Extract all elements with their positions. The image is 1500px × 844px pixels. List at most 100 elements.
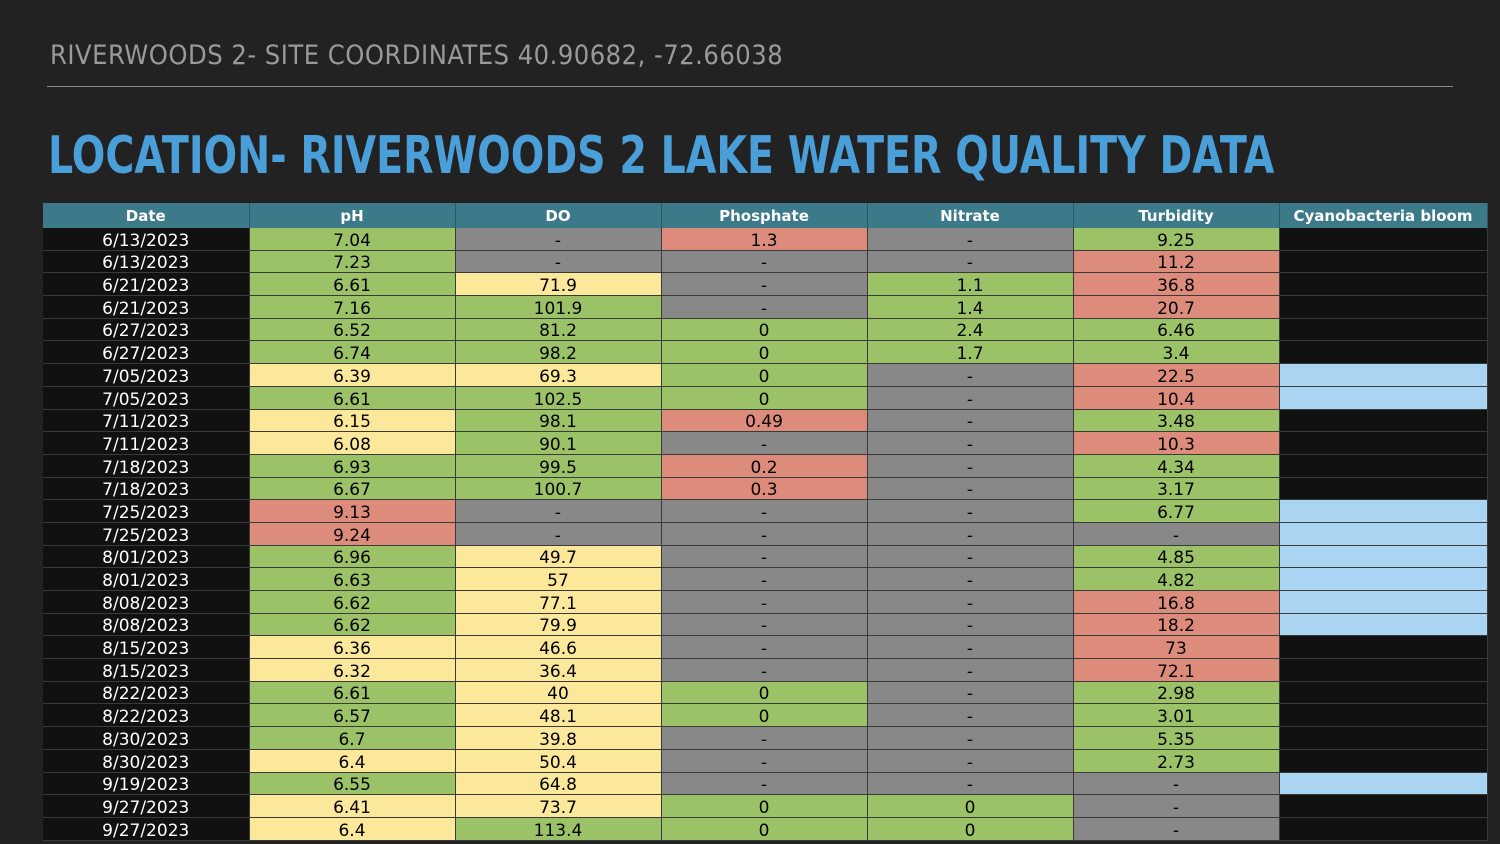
- do-cell: 49.7: [455, 545, 662, 569]
- cyanobacteria-cell: [1279, 794, 1488, 818]
- phosphate-cell: -: [661, 295, 868, 319]
- phosphate-cell: -: [661, 635, 868, 660]
- nitrate-cell: -: [867, 681, 1074, 705]
- do-cell: 81.2: [455, 318, 662, 342]
- phosphate-cell: -: [661, 272, 868, 297]
- water-quality-table: Date pH DO Phosphate Nitrate Turbidity C…: [43, 203, 1488, 841]
- table-row: 9/27/2023 6.41 73.7 0 0-: [43, 794, 1488, 818]
- date-cell: 8/01/2023: [43, 567, 250, 591]
- date-cell: 7/18/2023: [43, 454, 250, 478]
- date-cell: 6/21/2023: [43, 295, 250, 319]
- turbidity-cell: 2.98: [1073, 681, 1280, 705]
- table-row: 7/18/2023 6.67 100.7 0.3-3.17: [43, 477, 1488, 501]
- header-divider: [47, 86, 1453, 87]
- date-cell: 6/13/2023: [43, 228, 250, 251]
- site-coordinates-heading: RIVERWOODS 2- SITE COORDINATES 40.90682,…: [50, 40, 784, 71]
- ph-cell: 6.4: [249, 749, 456, 773]
- nitrate-cell: -: [867, 749, 1074, 773]
- turbidity-cell: -: [1073, 522, 1280, 546]
- turbidity-cell: 3.48: [1073, 409, 1280, 433]
- do-cell: 99.5: [455, 454, 662, 478]
- table-row: 8/15/2023 6.36 46.6- -73: [43, 635, 1488, 660]
- do-cell: -: [455, 499, 662, 523]
- nitrate-cell: -: [867, 363, 1074, 387]
- cyanobacteria-cell: [1279, 499, 1488, 523]
- table-row: 7/25/2023 9.24- - - -: [43, 522, 1488, 546]
- table-row: 7/11/2023 6.15 98.1 0.49-3.48: [43, 409, 1488, 433]
- table-row: 8/15/2023 6.32 36.4- -72.1: [43, 658, 1488, 682]
- cyanobacteria-cell: [1279, 772, 1488, 796]
- cyanobacteria-cell: [1279, 409, 1488, 433]
- turbidity-cell: 36.8: [1073, 272, 1280, 297]
- turbidity-cell: 22.5: [1073, 363, 1280, 387]
- ph-cell: 6.57: [249, 703, 456, 728]
- date-cell: 7/25/2023: [43, 499, 250, 523]
- date-cell: 7/11/2023: [43, 431, 250, 455]
- cyanobacteria-cell: [1279, 522, 1488, 546]
- date-cell: 8/08/2023: [43, 613, 250, 637]
- table-row: 6/13/2023 7.23- - -11.2: [43, 250, 1488, 274]
- turbidity-cell: 6.77: [1073, 499, 1280, 523]
- phosphate-cell: -: [661, 772, 868, 796]
- phosphate-cell: 0: [661, 386, 868, 410]
- ph-cell: 6.7: [249, 726, 456, 750]
- nitrate-cell: 1.7: [867, 340, 1074, 365]
- nitrate-cell: 2.4: [867, 318, 1074, 342]
- cyanobacteria-cell: [1279, 817, 1488, 841]
- ph-cell: 6.41: [249, 794, 456, 818]
- table-row: 8/22/2023 6.61 40 0-2.98: [43, 681, 1488, 705]
- do-cell: 77.1: [455, 590, 662, 614]
- date-cell: 6/27/2023: [43, 340, 250, 365]
- cyanobacteria-cell: [1279, 386, 1488, 410]
- cyanobacteria-cell: [1279, 703, 1488, 728]
- column-header-do: DO: [455, 203, 662, 228]
- ph-cell: 6.55: [249, 772, 456, 796]
- table-row: 7/05/2023 6.61 102.5 0-10.4: [43, 386, 1488, 410]
- turbidity-cell: 10.4: [1073, 386, 1280, 410]
- date-cell: 8/22/2023: [43, 703, 250, 728]
- date-cell: 6/27/2023: [43, 318, 250, 342]
- do-cell: 36.4: [455, 658, 662, 682]
- table-row: 8/30/2023 6.4 50.4- -2.73: [43, 749, 1488, 773]
- nitrate-cell: -: [867, 228, 1074, 251]
- table-row: 8/01/2023 6.96 49.7- -4.85: [43, 545, 1488, 569]
- cyanobacteria-cell: [1279, 726, 1488, 750]
- cyanobacteria-cell: [1279, 567, 1488, 591]
- cyanobacteria-cell: [1279, 545, 1488, 569]
- do-cell: 48.1: [455, 703, 662, 728]
- phosphate-cell: 0: [661, 817, 868, 841]
- cyanobacteria-cell: [1279, 658, 1488, 682]
- nitrate-cell: -: [867, 250, 1074, 274]
- phosphate-cell: 0: [661, 363, 868, 387]
- nitrate-cell: -: [867, 545, 1074, 569]
- nitrate-cell: -: [867, 567, 1074, 591]
- phosphate-cell: 0: [661, 794, 868, 818]
- date-cell: 7/18/2023: [43, 477, 250, 501]
- ph-cell: 6.36: [249, 635, 456, 660]
- date-cell: 8/01/2023: [43, 545, 250, 569]
- date-cell: 8/15/2023: [43, 635, 250, 660]
- column-header-ph: pH: [249, 203, 456, 228]
- phosphate-cell: -: [661, 499, 868, 523]
- nitrate-cell: 0: [867, 817, 1074, 841]
- phosphate-cell: 1.3: [661, 228, 868, 251]
- table-row: 7/25/2023 9.13- - -6.77: [43, 499, 1488, 523]
- column-header-cyanobacteria-bloom: Cyanobacteria bloom: [1279, 203, 1488, 228]
- do-cell: 79.9: [455, 613, 662, 637]
- cyanobacteria-cell: [1279, 613, 1488, 637]
- ph-cell: 6.39: [249, 363, 456, 387]
- turbidity-cell: 3.01: [1073, 703, 1280, 728]
- do-cell: 73.7: [455, 794, 662, 818]
- nitrate-cell: -: [867, 431, 1074, 455]
- ph-cell: 6.61: [249, 272, 456, 297]
- date-cell: 9/27/2023: [43, 794, 250, 818]
- turbidity-cell: -: [1073, 794, 1280, 818]
- nitrate-cell: 1.1: [867, 272, 1074, 297]
- date-cell: 9/27/2023: [43, 817, 250, 841]
- phosphate-cell: -: [661, 250, 868, 274]
- turbidity-cell: 11.2: [1073, 250, 1280, 274]
- table-body: 6/13/2023 7.04-1.3-9.25 6/13/2023 7.23- - -11…: [43, 228, 1488, 841]
- ph-cell: 7.04: [249, 228, 456, 251]
- do-cell: 46.6: [455, 635, 662, 660]
- do-cell: 71.9: [455, 272, 662, 297]
